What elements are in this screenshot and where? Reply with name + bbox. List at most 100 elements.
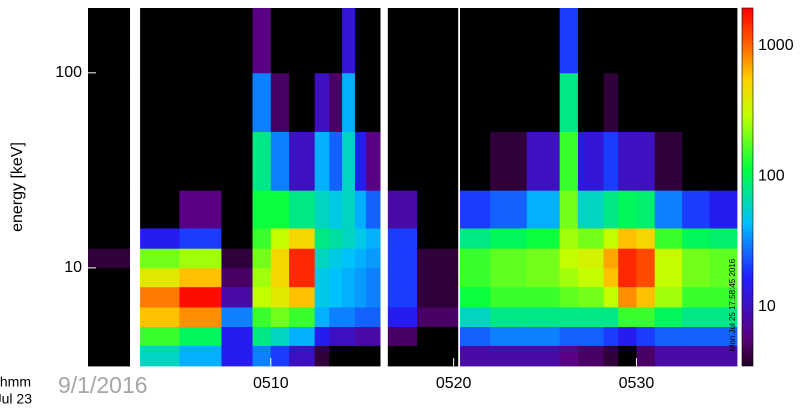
cell	[618, 72, 637, 132]
cell	[179, 248, 222, 269]
cell	[88, 267, 131, 288]
data-gap	[458, 286, 461, 308]
cell	[603, 345, 619, 367]
data-gap	[130, 228, 141, 249]
cell	[342, 228, 356, 249]
data-gap	[380, 248, 389, 269]
cell	[460, 131, 491, 191]
cell	[417, 228, 459, 249]
cell	[417, 190, 459, 229]
cell	[526, 286, 561, 308]
cell	[221, 326, 253, 346]
cell	[179, 307, 222, 327]
cell	[526, 131, 561, 191]
cell	[490, 72, 528, 132]
cell	[417, 307, 459, 327]
cell	[682, 190, 710, 229]
cell	[354, 345, 367, 367]
colorbar	[741, 7, 754, 367]
cell	[140, 248, 180, 269]
cell	[636, 131, 656, 191]
cell	[618, 131, 637, 191]
cell	[179, 286, 222, 308]
cell	[342, 267, 356, 288]
cell	[221, 131, 253, 191]
cell	[88, 286, 131, 308]
cell	[289, 248, 316, 269]
data-gap	[458, 72, 461, 132]
cell	[603, 228, 619, 249]
cell	[603, 307, 619, 327]
x-axis-date: 2016 Jul 23	[0, 391, 32, 407]
cell	[654, 307, 683, 327]
cell	[654, 267, 683, 288]
cell	[221, 8, 253, 74]
cell	[460, 248, 491, 269]
cell	[417, 326, 459, 346]
watermark: 9/1/2016	[58, 372, 148, 398]
cell	[329, 72, 343, 132]
cell	[682, 345, 710, 367]
cell	[354, 8, 367, 74]
cell	[654, 286, 683, 308]
cell	[314, 267, 330, 288]
cell	[252, 326, 272, 346]
cell	[526, 190, 561, 229]
data-gap	[130, 345, 141, 367]
cell	[636, 72, 656, 132]
cell	[460, 267, 491, 288]
cell	[88, 190, 131, 229]
cell	[289, 228, 316, 249]
cell	[179, 190, 222, 229]
cell	[387, 326, 418, 346]
cell	[603, 326, 619, 346]
cell	[417, 248, 459, 269]
cell	[354, 326, 367, 346]
cell	[417, 131, 459, 191]
cell	[603, 8, 619, 74]
cell	[559, 326, 579, 346]
cell	[88, 326, 131, 346]
cell	[252, 248, 272, 269]
cell	[603, 72, 619, 132]
cell	[342, 131, 356, 191]
cell	[636, 307, 656, 327]
cell	[270, 228, 290, 249]
cell	[654, 326, 683, 346]
cell	[526, 228, 561, 249]
cell	[387, 131, 418, 191]
cell	[289, 267, 316, 288]
cell	[221, 345, 253, 367]
cell	[342, 307, 356, 327]
cell	[709, 267, 738, 288]
cell	[221, 307, 253, 327]
cell	[387, 8, 418, 74]
cell	[526, 326, 561, 346]
cell	[270, 248, 290, 269]
cell	[354, 228, 367, 249]
cell	[654, 72, 683, 132]
cell	[140, 72, 180, 132]
cell	[618, 326, 637, 346]
cell	[179, 228, 222, 249]
cell	[526, 345, 561, 367]
cell	[636, 190, 656, 229]
cell	[270, 190, 290, 229]
cell	[88, 8, 131, 74]
cell	[490, 286, 528, 308]
cell	[709, 286, 738, 308]
cell	[709, 8, 738, 74]
cell	[252, 228, 272, 249]
data-gap	[130, 326, 141, 346]
cell	[387, 345, 418, 367]
cell	[88, 248, 131, 269]
cell	[252, 72, 272, 132]
cell	[140, 326, 180, 346]
cell	[526, 8, 561, 74]
colorbar-tick-label: 10	[758, 298, 776, 315]
cell	[354, 131, 367, 191]
cell	[559, 8, 579, 74]
cell	[682, 248, 710, 269]
cell	[329, 345, 343, 367]
cell	[140, 228, 180, 249]
